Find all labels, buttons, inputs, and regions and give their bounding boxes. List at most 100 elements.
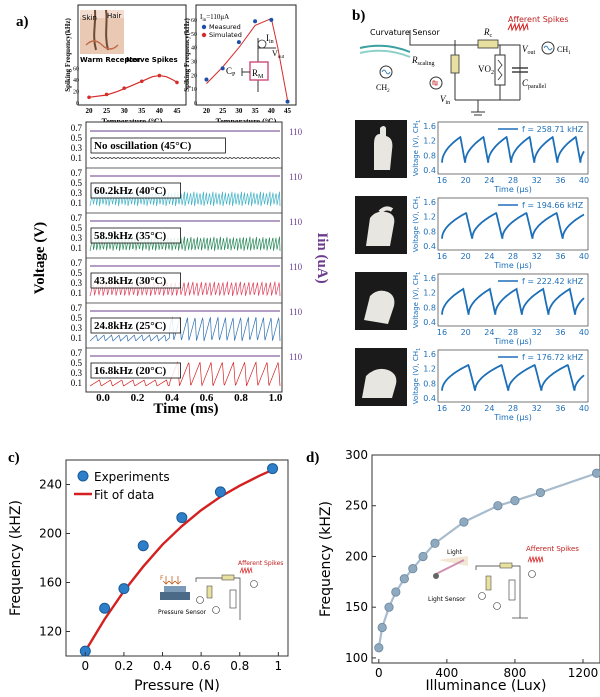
b-xtick: 28	[508, 176, 518, 185]
b-ytick: 1.6	[423, 198, 436, 207]
c-ytick: 240	[39, 478, 62, 492]
a-main-right-tick: 110	[289, 127, 303, 137]
trace-line	[89, 316, 281, 342]
measured-point	[253, 19, 258, 24]
rc-resistor	[477, 39, 499, 49]
a-main-xtick: 1.0	[269, 392, 283, 404]
d-plot-area: 0 400 800 1200 100 150 200 250 300	[345, 448, 600, 680]
a-main-chart: No oscillation (45°C) 60.2kHz (40°C) 58.9k…	[32, 121, 330, 417]
a-main-right-ticks: 110 110 110 110 110 110	[289, 127, 303, 362]
a-right-xtick: 30	[235, 107, 243, 115]
hair-illustration	[93, 9, 97, 51]
a-main-ytick: 0.5	[71, 223, 83, 233]
d-point	[377, 622, 387, 633]
a-right-yticks: 0 10 20 30 40 50 60	[191, 18, 197, 107]
b-xtick: 20	[461, 328, 471, 337]
a-main-xtick: 0.8	[234, 392, 248, 404]
circuit-rm-label: RM	[252, 68, 264, 80]
a-main-right-tick: 110	[289, 352, 303, 362]
a-right-ytick: 0	[194, 101, 197, 107]
d-afferent-label: Afferent Spikes	[526, 545, 579, 553]
curvature-sensor-icon	[359, 44, 411, 53]
b-ylabel: Voltage (V), CH1	[412, 120, 422, 177]
a-main-ytick: 0.7	[71, 213, 83, 223]
b-xtick: 40	[579, 252, 589, 261]
b-ytick: 0.8	[423, 151, 436, 160]
trace-label: 24.8kHz (25°C)	[94, 320, 167, 332]
legend-experiments: Experiments	[94, 470, 170, 484]
a-main-ytick: 0.7	[71, 258, 83, 268]
a-main-ylabel-right: Iin (uA)	[314, 232, 330, 283]
b-ylabel: Voltage (V), CH1	[412, 272, 422, 329]
b-ylabel: Voltage (V), CH1	[412, 348, 422, 405]
a-main-ytick: 0.5	[71, 358, 83, 368]
d-point	[384, 602, 394, 612]
a-left-point	[87, 95, 91, 100]
trace-line	[89, 191, 281, 207]
b-ytick: 0.4	[423, 166, 436, 175]
a-right-ytick: 50	[191, 32, 197, 38]
vo2-device	[494, 54, 506, 86]
b-xtick: 32	[532, 176, 542, 185]
pressure-f-label: F	[160, 575, 164, 582]
panel-label-c: c)	[8, 450, 20, 466]
a-right-xticks: 20 25 30 35 40 45	[203, 107, 292, 115]
d-ytick: 250	[345, 499, 368, 513]
a-main-ytick: 0.5	[71, 178, 83, 188]
b-trace	[441, 287, 585, 315]
experiment-point	[118, 583, 130, 595]
d-point	[535, 487, 546, 498]
b-ytick: 1.2	[423, 213, 436, 222]
pressure-sensor-label: Pressure Sensor	[158, 609, 207, 616]
a-left-point	[157, 73, 162, 78]
b-xtick: 32	[532, 328, 542, 337]
a-main-ytick: 0.7	[71, 348, 83, 358]
b-freq-label: f = 222.42 kHZ	[522, 277, 584, 286]
a-left-point	[104, 92, 109, 97]
a-main-right-tick: 110	[289, 262, 303, 272]
a-main-ytick: 0.1	[71, 378, 82, 388]
d-ytick: 100	[345, 651, 368, 665]
b-ytick: 1.2	[423, 137, 436, 146]
b-ytick: 1.6	[423, 122, 436, 131]
b-ytick: 0.8	[423, 227, 436, 236]
a-right-ytick: 30	[191, 59, 197, 65]
a-main-ytick: 0.5	[71, 133, 83, 143]
b-xtick: 16	[437, 252, 447, 261]
b-xtick: 40	[579, 176, 589, 185]
b-xtick: 28	[508, 252, 518, 261]
a-main-xtick: 0.6	[200, 392, 214, 404]
c-ytick: 120	[39, 625, 62, 639]
c-xlabel: Pressure (N)	[134, 678, 220, 694]
trace-label: 60.2kHz (40°C)	[94, 185, 167, 197]
measured-point	[204, 77, 209, 82]
light-sensor-label: Light Sensor	[428, 596, 466, 603]
trace-line	[89, 281, 281, 297]
a-right-ytick: 60	[191, 18, 197, 24]
a-left-xticks: 20 25 30 35 40 45	[86, 107, 181, 115]
a-left-xtick: 45	[173, 107, 181, 115]
a-left-point	[122, 86, 127, 90]
circuit-iin-label: Iin	[266, 33, 274, 45]
a-main-traces: No oscillation (45°C) 60.2kHz (40°C) 58.9k…	[86, 130, 282, 387]
b-xtick: 36	[555, 328, 565, 337]
d-ylabel: Frequency (kHZ)	[318, 501, 334, 617]
trace-label-box	[90, 182, 181, 199]
a-main-ytick: 0.3	[71, 323, 83, 333]
trace-label-box	[90, 227, 181, 244]
d-xlabel: Illuminance (Lux)	[425, 678, 546, 694]
c-xtick: 0.2	[114, 659, 133, 673]
b-ytick: 0.4	[423, 394, 436, 403]
a-left-ytick: 40	[73, 78, 79, 84]
b-xtick: 36	[555, 176, 565, 185]
d-xtick: 0	[375, 666, 383, 680]
afferent-spikes-icon	[507, 22, 529, 32]
b-ytick: 0.4	[423, 242, 436, 251]
ch2-label: CH2	[376, 83, 390, 94]
b-xlabel: Time (μs)	[493, 413, 532, 422]
a-main-xtick: 0.0	[96, 392, 110, 404]
trace-label-box	[90, 137, 226, 154]
ch1-label: CH1	[557, 45, 571, 56]
experiment-point	[99, 602, 111, 614]
b-ytick: 0.8	[423, 303, 436, 312]
